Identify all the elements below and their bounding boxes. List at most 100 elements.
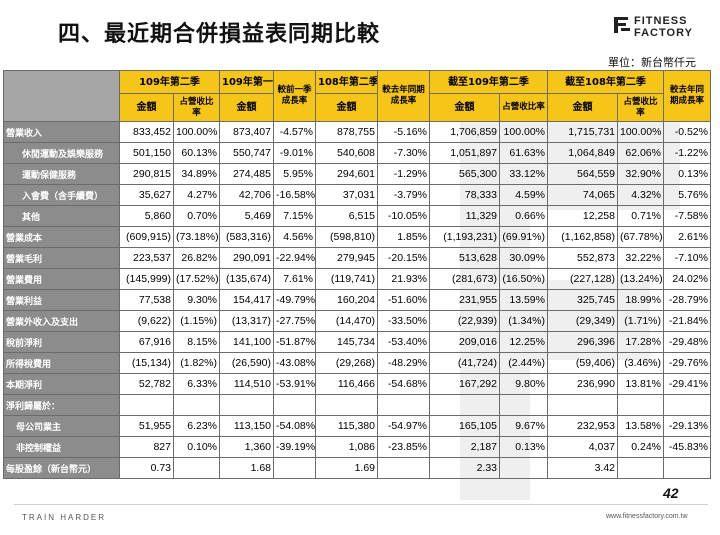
table-cell [119, 394, 174, 416]
table-cell: -29.13% [663, 415, 711, 437]
table-cell: 37,031 [315, 184, 378, 206]
col-amount: 金額 [219, 93, 274, 122]
row-label: 非控制權益 [3, 436, 120, 458]
table-cell: (16.50%) [499, 268, 548, 290]
table-cell: 550,747 [219, 142, 274, 164]
table-row: 其他 5,860 0.70% 5,469 7.15% 6,515 -10.05% 11,329… [3, 205, 711, 227]
table-cell: -9.01% [273, 142, 316, 164]
table-cell: 5,860 [119, 205, 174, 227]
table-cell [499, 394, 548, 416]
table-cell: -3.79% [377, 184, 430, 206]
col-revenue-ratio: 占營收比率 [617, 93, 664, 122]
table-cell: 26.82% [173, 247, 220, 269]
table-cell: 4.59% [499, 184, 548, 206]
table-row: 非控制權益 827 0.10% 1,360 -39.19% 1,086 -23.85% 2,1… [3, 436, 711, 458]
table-cell: -39.19% [273, 436, 316, 458]
table-cell: 4,037 [547, 436, 618, 458]
table-cell: 52,782 [119, 373, 174, 395]
table-cell: 62.06% [617, 142, 664, 164]
row-label: 營業費用 [3, 268, 120, 290]
table-cell: 0.66% [499, 205, 548, 227]
table-cell: (583,316) [219, 226, 274, 248]
table-cell: 100.00% [499, 121, 548, 143]
table-row: 入會費（含手續費） 35,627 4.27% 42,706 -16.58% 37,031-… [3, 184, 711, 206]
logo-mark-icon [614, 17, 630, 33]
col-group-2020q1: 109年第一季 [219, 70, 274, 94]
table-cell [273, 457, 316, 479]
table-row: 本期淨利 52,782 6.33% 114,510 -53.91% 116,466 -54.… [3, 373, 711, 395]
table-cell [377, 394, 430, 416]
logo-line-1: FITNESS [634, 15, 688, 27]
table-cell: 1,706,859 [429, 121, 500, 143]
row-label: 營業外收入及支出 [3, 310, 120, 332]
footer-website: www.fitnessfactory.com.tw [606, 513, 688, 520]
table-cell: 145,734 [315, 331, 378, 353]
col-qoq-growth: 較前一季成長率 [273, 70, 316, 122]
table-cell: 513,628 [429, 247, 500, 269]
table-cell: (1,162,858) [547, 226, 618, 248]
table-cell [547, 394, 618, 416]
table-cell: 5,469 [219, 205, 274, 227]
table-cell: 17.28% [617, 331, 664, 353]
row-label: 其他 [3, 205, 120, 227]
table-cell: -51.87% [273, 331, 316, 353]
table-cell [499, 457, 548, 479]
table-cell: (69.91%) [499, 226, 548, 248]
table-row: 營業成本 (609,915) (73.18%) (583,316) 4.56% (598,… [3, 226, 711, 248]
row-label: 運動保健服務 [3, 163, 120, 185]
table-cell: 274,485 [219, 163, 274, 185]
table-cell: (3.46%) [617, 352, 664, 374]
col-amount: 金額 [315, 93, 378, 122]
table-cell: 115,380 [315, 415, 378, 437]
table-cell: 12,258 [547, 205, 618, 227]
table-cell: 12.25% [499, 331, 548, 353]
table-cell: (29,268) [315, 352, 378, 374]
table-cell: -49.79% [273, 289, 316, 311]
col-group-2020q2: 109年第二季 [119, 70, 220, 94]
table-cell: 113,150 [219, 415, 274, 437]
table-cell: 4.27% [173, 184, 220, 206]
row-label: 稅前淨利 [3, 331, 120, 353]
table-row: 母公司業主 51,955 6.23% 113,150 -54.08% 115,380 -54… [3, 415, 711, 437]
table-cell: 564,559 [547, 163, 618, 185]
table-row: 稅前淨利 67,916 8.15% 141,100 -51.87% 145,734 -53.… [3, 331, 711, 353]
table-cell: 13.59% [499, 289, 548, 311]
col-amount: 金額 [547, 93, 618, 122]
row-label: 母公司業主 [3, 415, 120, 437]
table-row: 淨利歸屬於： [3, 394, 711, 416]
table-cell: 873,407 [219, 121, 274, 143]
table-cell: 1,086 [315, 436, 378, 458]
table-cell: 232,953 [547, 415, 618, 437]
table-cell: (1.34%) [499, 310, 548, 332]
table-cell: (1.71%) [617, 310, 664, 332]
table-cell: -29.48% [663, 331, 711, 353]
table-cell: 540,608 [315, 142, 378, 164]
col-group-ytd-2020q2: 截至109年第二季 [429, 70, 548, 94]
table-cell: 501,150 [119, 142, 174, 164]
table-cell: (9,622) [119, 310, 174, 332]
table-cell: 24.02% [663, 268, 711, 290]
table-cell: -7.58% [663, 205, 711, 227]
table-cell: 100.00% [173, 121, 220, 143]
table-cell: 223,537 [119, 247, 174, 269]
col-revenue-ratio: 占營收比率 [173, 93, 220, 122]
table-cell: 6,515 [315, 205, 378, 227]
table-cell [617, 394, 664, 416]
table-cell: 165,105 [429, 415, 500, 437]
table-cell: (13,317) [219, 310, 274, 332]
table-cell: 0.24% [617, 436, 664, 458]
footer-divider [14, 504, 708, 505]
table-cell: 61.63% [499, 142, 548, 164]
unit-label: 單位：新台幣仟元 [608, 56, 696, 69]
table-cell: 51,955 [119, 415, 174, 437]
table-cell: 1.69 [315, 457, 378, 479]
table-cell [315, 394, 378, 416]
table-cell: 13.58% [617, 415, 664, 437]
row-label: 營業成本 [3, 226, 120, 248]
table-cell: -16.58% [273, 184, 316, 206]
table-cell: 279,945 [315, 247, 378, 269]
col-revenue-ratio: 占營收比率 [499, 93, 548, 122]
table-cell: -53.40% [377, 331, 430, 353]
table-cell: (26,590) [219, 352, 274, 374]
row-label: 入會費（含手續費） [3, 184, 120, 206]
